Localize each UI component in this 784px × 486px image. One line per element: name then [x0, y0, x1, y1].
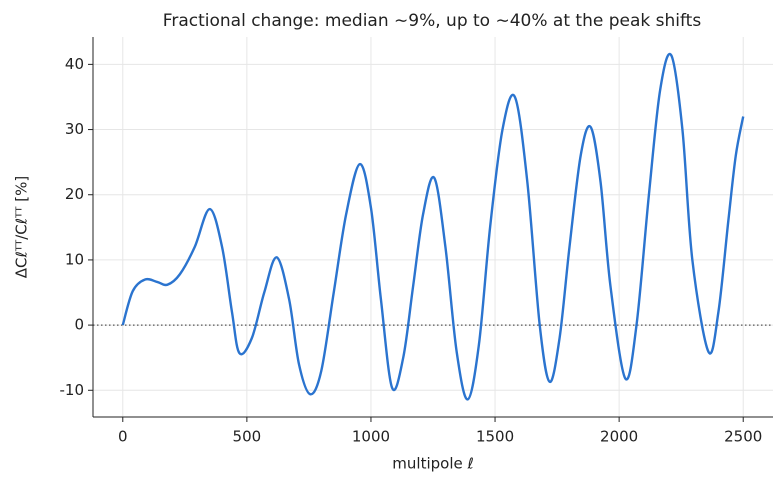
chart-title: Fractional change: median ∼9%, up to ∼40…: [163, 11, 702, 31]
x-tick-label: 2500: [724, 428, 762, 446]
data-line: [121, 52, 745, 401]
y-tick-label: -10: [60, 381, 85, 399]
y-tick-label: 40: [65, 55, 84, 73]
y-tick-label: 10: [65, 250, 84, 268]
y-axis-label: ΔCℓᵀᵀ/Cℓᵀᵀ [%]: [13, 176, 31, 278]
x-axis-label: multipole ℓ: [392, 455, 473, 473]
x-tick-label: 0: [118, 428, 128, 446]
x-tick-label: 1500: [476, 428, 514, 446]
y-tick-label: 0: [74, 316, 84, 334]
x-tick-label: 2000: [600, 428, 638, 446]
y-tick-label: 30: [65, 120, 84, 138]
x-tick-label: 1000: [352, 428, 390, 446]
y-tick-label: 20: [65, 185, 84, 203]
x-tick-label: 500: [233, 428, 262, 446]
